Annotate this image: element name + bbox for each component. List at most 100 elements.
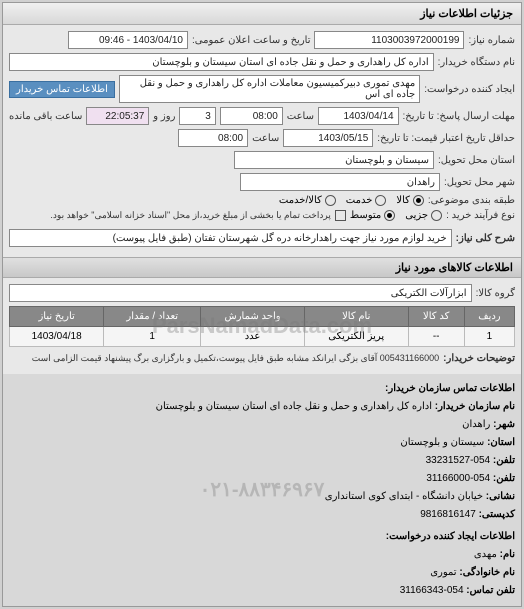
announce-label: تاریخ و ساعت اعلان عمومی: xyxy=(192,35,311,46)
td-qty: 1 xyxy=(104,327,201,347)
creator-name-value: مهدی xyxy=(474,549,497,560)
td-date: 1403/04/18 xyxy=(10,327,104,347)
goods-section-title: اطلاعات کالاهای مورد نیاز xyxy=(3,257,521,278)
deadline-time-field: 08:00 xyxy=(220,107,283,125)
creator-name-row: نام: مهدی xyxy=(9,546,515,564)
th-unit: واحد شمارش xyxy=(201,307,305,327)
radio-khadamat[interactable] xyxy=(375,195,386,206)
row-creator: ایجاد کننده درخواست: مهدی تموری دبیرکمیس… xyxy=(9,75,515,103)
day-label: روز و xyxy=(153,111,175,122)
td-name: پریز الکتریکی xyxy=(304,327,408,347)
creator-family-value: تموری xyxy=(430,567,456,578)
purchase-type-label: نوع فرآیند خرید : xyxy=(446,210,515,221)
row-need-desc: شرح کلی نیاز: خرید لوازم مورد نیاز جهت ر… xyxy=(9,229,515,247)
buyer-notes-text: 005431166000 آقای بزگی ایرانکد مشابه طبق… xyxy=(9,353,439,364)
creator-phone-value: 054-31166343 xyxy=(400,585,464,596)
th-qty: تعداد / مقدار xyxy=(104,307,201,327)
contact-address-row: نشانی: خیابان دانشگاه - ابتدای کوی استان… xyxy=(9,488,515,506)
contact-province-value: سیستان و بلوچستان xyxy=(400,437,484,448)
time-label-2: ساعت xyxy=(252,133,279,144)
row-validity: حداقل تاریخ اعتبار قیمت: تا تاریخ: 1403/… xyxy=(9,129,515,147)
main-panel: جزئیات اطلاعات نیاز شماره نیاز: 11030039… xyxy=(2,2,522,607)
package-radio-group: کالا خدمت کالا/خدمت xyxy=(279,195,424,206)
contact-address-label: نشانی: xyxy=(486,491,515,502)
org-name-label: نام سازمان خریدار: xyxy=(435,401,515,412)
contact-fax-value: 054-31166000 xyxy=(426,473,490,484)
radio-jozei-item[interactable]: جزیی xyxy=(405,210,442,221)
radio-kala-label: کالا xyxy=(396,195,410,206)
row-purchase-type: نوع فرآیند خرید : جزیی متوسط پرداخت تمام… xyxy=(9,210,515,221)
th-name: نام کالا xyxy=(304,307,408,327)
request-number-label: شماره نیاز: xyxy=(468,35,515,46)
goods-section-body: گروه کالا: ابزارآلات الکتریکی ردیف کد کا… xyxy=(3,278,521,374)
deadline-label: مهلت ارسال پاسخ: تا تاریخ: xyxy=(403,111,515,122)
creator-family-label: نام خانوادگی: xyxy=(459,567,515,578)
validity-time-field: 08:00 xyxy=(178,129,248,147)
creator-field: مهدی تموری دبیرکمیسیون معاملات اداره کل … xyxy=(119,75,420,103)
need-desc-field: خرید لوازم مورد نیاز جهت راهدارخانه دره … xyxy=(9,229,452,247)
time-label-1: ساعت xyxy=(287,111,314,122)
radio-kala-item[interactable]: کالا xyxy=(396,195,424,206)
province-label: استان محل تحویل: xyxy=(438,155,515,166)
goods-group-field: ابزارآلات الکتریکی xyxy=(9,284,472,302)
request-number-field: 1103003972000199 xyxy=(314,31,464,49)
radio-kala-khadamat[interactable] xyxy=(325,195,336,206)
row-package-type: طبقه بندی موضوعی: کالا خدمت کالا/خدمت xyxy=(9,195,515,206)
contact-fax-row: تلفن: 054-31166000 xyxy=(9,470,515,488)
contact-address-value: خیابان دانشگاه - ابتدای کوی استانداری xyxy=(325,491,483,502)
creator-name-label: نام: xyxy=(500,549,515,560)
td-code: -- xyxy=(408,327,464,347)
province-field: سیستان و بلوچستان xyxy=(234,151,434,169)
radio-kala[interactable] xyxy=(413,195,424,206)
th-code: کد کالا xyxy=(408,307,464,327)
purchase-checkbox[interactable] xyxy=(335,210,346,221)
buyer-org-label: نام دستگاه خریدار: xyxy=(438,57,515,68)
radio-jozei[interactable] xyxy=(431,210,442,221)
creator-family-row: نام خانوادگی: تموری xyxy=(9,564,515,582)
creator-contact-title: اطلاعات ایجاد کننده درخواست: xyxy=(9,528,515,546)
deadline-date-field: 1403/04/14 xyxy=(318,107,399,125)
td-row: 1 xyxy=(464,327,514,347)
contact-org-row: نام سازمان خریدار: اداره کل راهداری و حم… xyxy=(9,398,515,416)
contact-postal-label: کدپستی: xyxy=(479,509,515,520)
row-city: شهر محل تحویل: راهدان xyxy=(9,173,515,191)
buyer-contact-button[interactable]: اطلاعات تماس خریدار xyxy=(9,81,115,98)
contact-province-label: استان: xyxy=(487,437,515,448)
announce-field: 1403/04/10 - 09:46 xyxy=(68,31,188,49)
city-label: شهر محل تحویل: xyxy=(444,177,515,188)
th-date: تاریخ نیاز xyxy=(10,307,104,327)
contact-city-value: راهدان xyxy=(462,419,490,430)
goods-group-label: گروه کالا: xyxy=(476,288,515,299)
radio-motavaset[interactable] xyxy=(384,210,395,221)
contact-postal-value: 9816816147 xyxy=(420,509,476,520)
radio-khadamat-item[interactable]: خدمت xyxy=(346,195,387,206)
row-province: استان محل تحویل: سیستان و بلوچستان xyxy=(9,151,515,169)
radio-jozei-label: جزیی xyxy=(405,210,428,221)
remaining-label: ساعت باقی مانده xyxy=(9,111,82,122)
radio-khadamat-label: خدمت xyxy=(346,195,373,206)
panel-title: جزئیات اطلاعات نیاز xyxy=(3,3,521,25)
need-desc-label: شرح کلی نیاز: xyxy=(456,233,515,244)
purchase-radio-group: جزیی متوسط xyxy=(350,210,442,221)
row-buyer-org: نام دستگاه خریدار: اداره کل راهداری و حم… xyxy=(9,53,515,71)
validity-date-field: 1403/05/15 xyxy=(283,129,373,147)
days-field: 3 xyxy=(179,107,215,125)
radio-kala-khadamat-item[interactable]: کالا/خدمت xyxy=(279,195,336,206)
th-row: ردیف xyxy=(464,307,514,327)
contact-city-row: شهر: راهدان xyxy=(9,416,515,434)
package-type-label: طبقه بندی موضوعی: xyxy=(428,195,515,206)
contact-title: اطلاعات تماس سازمان خریدار: xyxy=(9,380,515,398)
goods-table: ردیف کد کالا نام کالا واحد شمارش تعداد /… xyxy=(9,306,515,347)
radio-kala-khadamat-label: کالا/خدمت xyxy=(279,195,322,206)
org-name-value: اداره کل راهداری و حمل و نقل جاده ای است… xyxy=(156,401,432,412)
creator-label: ایجاد کننده درخواست: xyxy=(424,84,515,95)
contact-city-label: شهر: xyxy=(493,419,515,430)
radio-motavaset-item[interactable]: متوسط xyxy=(350,210,395,221)
remaining-time-field: 22:05:37 xyxy=(86,107,149,125)
radio-motavaset-label: متوسط xyxy=(350,210,381,221)
contact-phone-row: تلفن: 054-33231527 xyxy=(9,452,515,470)
table-row: 1 -- پریز الکتریکی عدد 1 1403/04/18 xyxy=(10,327,515,347)
td-unit: عدد xyxy=(201,327,305,347)
table-header-row: ردیف کد کالا نام کالا واحد شمارش تعداد /… xyxy=(10,307,515,327)
purchase-note: پرداخت تمام یا بخشی از مبلغ خرید،از محل … xyxy=(50,210,330,221)
